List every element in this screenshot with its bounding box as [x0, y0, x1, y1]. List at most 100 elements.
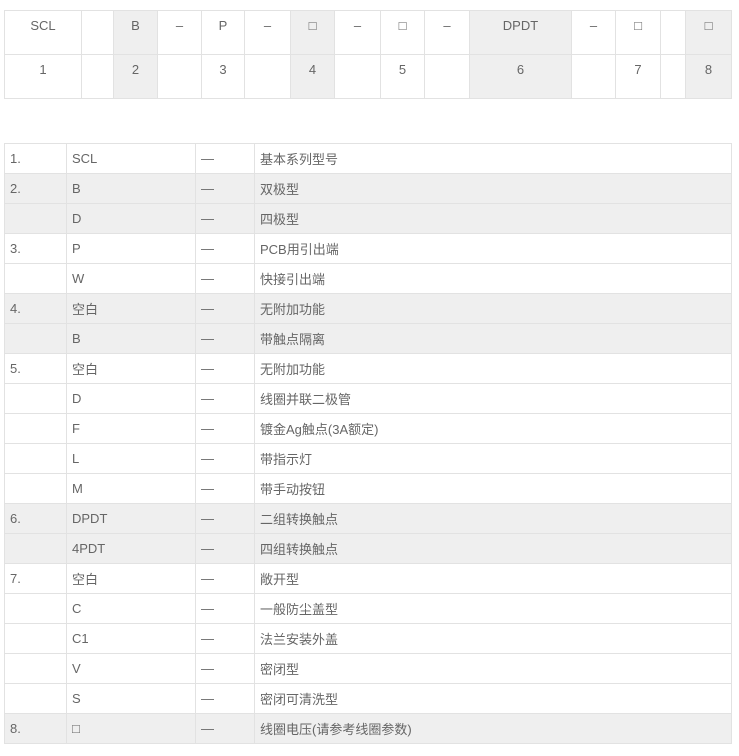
option-cell [4, 203, 67, 234]
option-cell: B [66, 173, 196, 204]
code-cell [571, 54, 616, 99]
option-cell: — [195, 623, 255, 654]
option-cell: — [195, 263, 255, 294]
option-cell: — [195, 143, 255, 174]
option-cell: W [66, 263, 196, 294]
code-cell [660, 10, 686, 55]
option-cell: — [195, 353, 255, 384]
option-cell [4, 683, 67, 714]
option-row: B — 带触点隔离 [4, 323, 732, 354]
code-table: SCL B – P – □ – □ – DPDT – □ □ 1 2 3 4 5 6 7 8 [4, 10, 732, 99]
option-cell: 空白 [66, 353, 196, 384]
option-cell: — [195, 293, 255, 324]
code-cell: DPDT [469, 10, 572, 55]
option-cell: 6. [4, 503, 67, 534]
option-row: 8. □ — 线圈电压(请参考线圈参数) [4, 713, 732, 744]
option-cell: 4. [4, 293, 67, 324]
option-row: 2. B — 双极型 [4, 173, 732, 204]
option-cell [4, 263, 67, 294]
code-cell [81, 54, 114, 99]
option-cell: M [66, 473, 196, 504]
option-cell: 7. [4, 563, 67, 594]
code-row: SCL B – P – □ – □ – DPDT – □ □ [4, 10, 732, 55]
code-cell: 8 [685, 54, 732, 99]
option-cell: — [195, 323, 255, 354]
option-cell: □ [66, 713, 196, 744]
option-cell: 基本系列型号 [254, 143, 732, 174]
code-cell: B [113, 10, 158, 55]
option-row: F — 镀金Ag触点(3A额定) [4, 413, 732, 444]
code-cell [424, 54, 470, 99]
option-cell: 带触点隔离 [254, 323, 732, 354]
code-cell: 4 [290, 54, 335, 99]
option-cell: DPDT [66, 503, 196, 534]
code-cell [334, 54, 381, 99]
option-cell: — [195, 413, 255, 444]
option-row: S — 密闭可清洗型 [4, 683, 732, 714]
option-cell: — [195, 683, 255, 714]
option-cell: 空白 [66, 563, 196, 594]
code-cell: □ [685, 10, 732, 55]
option-cell: — [195, 443, 255, 474]
option-cell [4, 443, 67, 474]
option-cell: 一般防尘盖型 [254, 593, 732, 624]
option-row: C — 一般防尘盖型 [4, 593, 732, 624]
code-cell: □ [290, 10, 335, 55]
option-cell: C1 [66, 623, 196, 654]
option-cell: — [195, 533, 255, 564]
option-cell: L [66, 443, 196, 474]
option-row: 5. 空白 — 无附加功能 [4, 353, 732, 384]
option-cell: 敞开型 [254, 563, 732, 594]
option-cell: 带指示灯 [254, 443, 732, 474]
code-cell [660, 54, 686, 99]
code-cell: – [244, 10, 291, 55]
code-cell: 6 [469, 54, 572, 99]
option-cell: 线圈并联二极管 [254, 383, 732, 414]
option-row: C1— 法兰安装外盖 [4, 623, 732, 654]
option-cell: 镀金Ag触点(3A额定) [254, 413, 732, 444]
option-row: M — 带手动按钮 [4, 473, 732, 504]
code-cell [157, 54, 202, 99]
option-row: 7. 空白 — 敞开型 [4, 563, 732, 594]
option-cell: 线圈电压(请参考线圈参数) [254, 713, 732, 744]
option-cell: — [195, 503, 255, 534]
option-row: V — 密闭型 [4, 653, 732, 684]
code-cell: 3 [201, 54, 245, 99]
code-cell [81, 10, 114, 55]
option-cell: 双极型 [254, 173, 732, 204]
option-cell: 无附加功能 [254, 353, 732, 384]
option-cell: 四极型 [254, 203, 732, 234]
code-cell: 2 [113, 54, 158, 99]
option-row: 1. SCL — 基本系列型号 [4, 143, 732, 174]
option-cell: P [66, 233, 196, 264]
option-cell: 1. [4, 143, 67, 174]
option-cell [4, 533, 67, 564]
option-cell: 4PDT [66, 533, 196, 564]
option-row: 6. DPDT — 二组转换触点 [4, 503, 732, 534]
option-cell [4, 323, 67, 354]
code-cell [244, 54, 291, 99]
option-cell: — [195, 203, 255, 234]
option-cell [4, 653, 67, 684]
code-cell: P [201, 10, 245, 55]
option-cell: 无附加功能 [254, 293, 732, 324]
option-cell [4, 383, 67, 414]
option-cell: — [195, 233, 255, 264]
option-row: W — 快接引出端 [4, 263, 732, 294]
option-row: L — 带指示灯 [4, 443, 732, 474]
option-cell: PCB用引出端 [254, 233, 732, 264]
code-cell: □ [615, 10, 661, 55]
option-cell [4, 593, 67, 624]
option-row: D — 四极型 [4, 203, 732, 234]
option-cell: 2. [4, 173, 67, 204]
code-cell: – [157, 10, 202, 55]
code-cell: □ [380, 10, 425, 55]
option-cell [4, 413, 67, 444]
option-cell: 密闭型 [254, 653, 732, 684]
option-table: 1. SCL — 基本系列型号 2. B — 双极型 D — 四极型 3. P — PCB用引出端 W — 快接引… [4, 143, 732, 744]
option-cell: — [195, 653, 255, 684]
option-cell: 带手动按钮 [254, 473, 732, 504]
option-row: D — 线圈并联二极管 [4, 383, 732, 414]
option-cell: — [195, 713, 255, 744]
